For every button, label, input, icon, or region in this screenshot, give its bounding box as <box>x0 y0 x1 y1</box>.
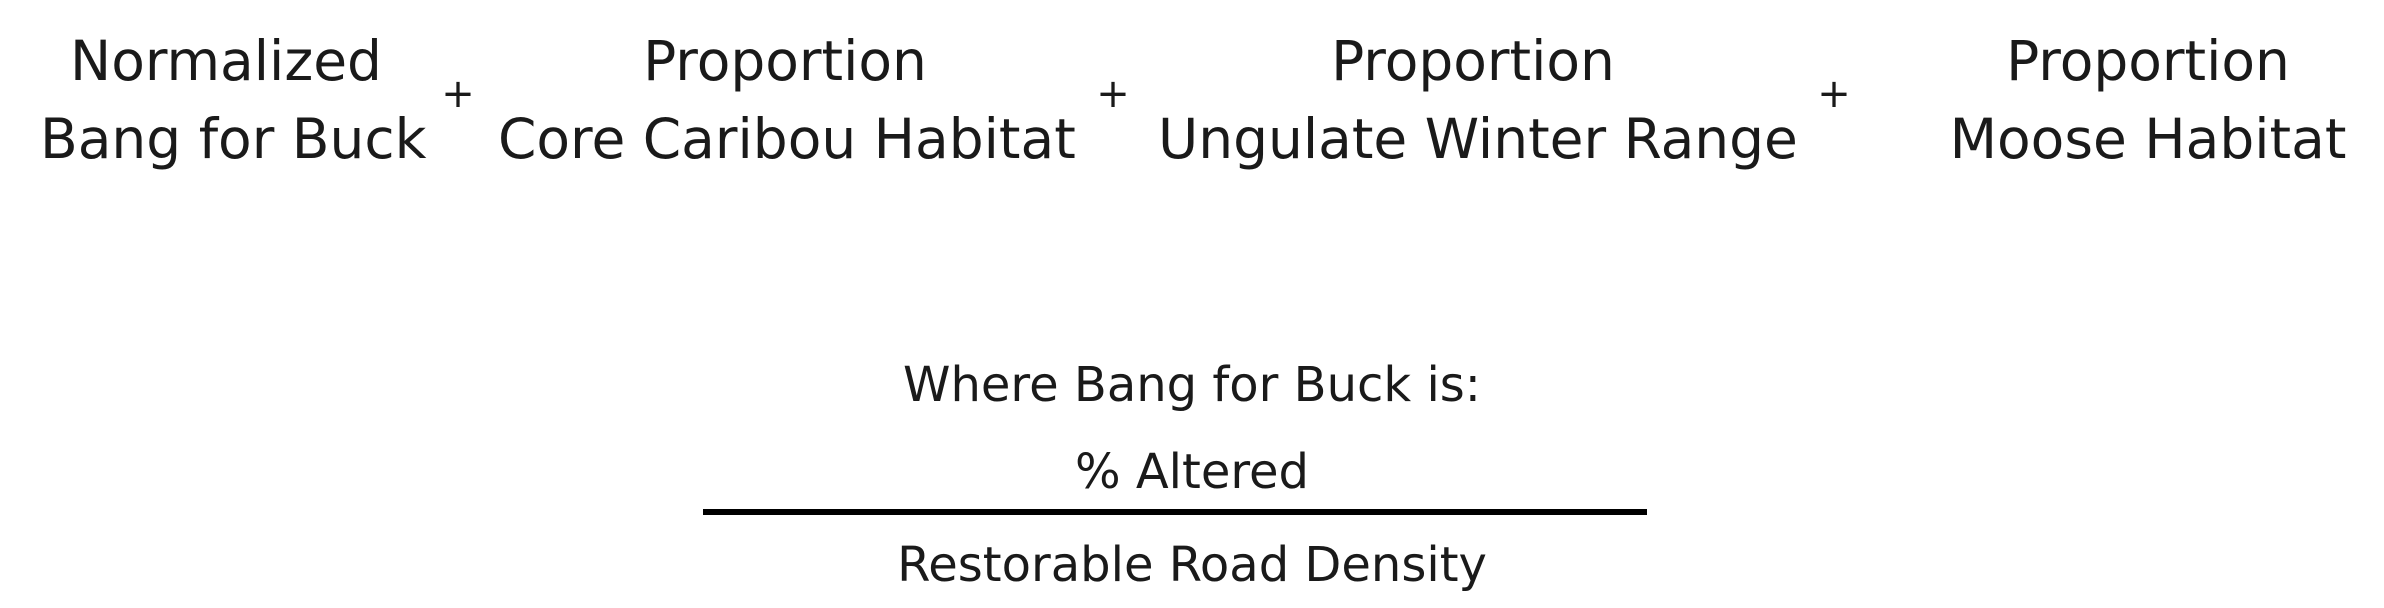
plus-operator: + <box>1817 71 1851 117</box>
term-line-1: Normalized <box>70 29 382 93</box>
term-ungulate-winter-range: Proportion Ungulate Winter Range <box>1158 22 1798 178</box>
fraction-bar <box>703 509 1647 515</box>
term-line-1: Proportion <box>1331 29 1615 93</box>
term-normalized-bang-for-buck: Normalized Bang for Buck <box>40 22 427 178</box>
fraction-numerator: % Altered <box>1074 444 1310 500</box>
term-line-2: Moose Habitat <box>1949 107 2347 171</box>
definition-intro: Where Bang for Buck is: <box>903 357 1481 413</box>
term-line-2: Ungulate Winter Range <box>1158 107 1798 171</box>
term-moose-habitat: Proportion Moose Habitat <box>1938 22 2358 178</box>
term-line-1: Proportion <box>643 29 927 93</box>
term-line-2: Bang for Buck <box>40 107 427 171</box>
term-line-2: Core Caribou Habitat <box>498 107 1076 171</box>
plus-operator: + <box>441 71 475 117</box>
term-core-caribou-habitat: Proportion Core Caribou Habitat <box>498 22 1076 178</box>
fraction-denominator: Restorable Road Density <box>897 537 1487 593</box>
plus-operator: + <box>1096 71 1130 117</box>
term-line-1: Proportion <box>2006 29 2290 93</box>
